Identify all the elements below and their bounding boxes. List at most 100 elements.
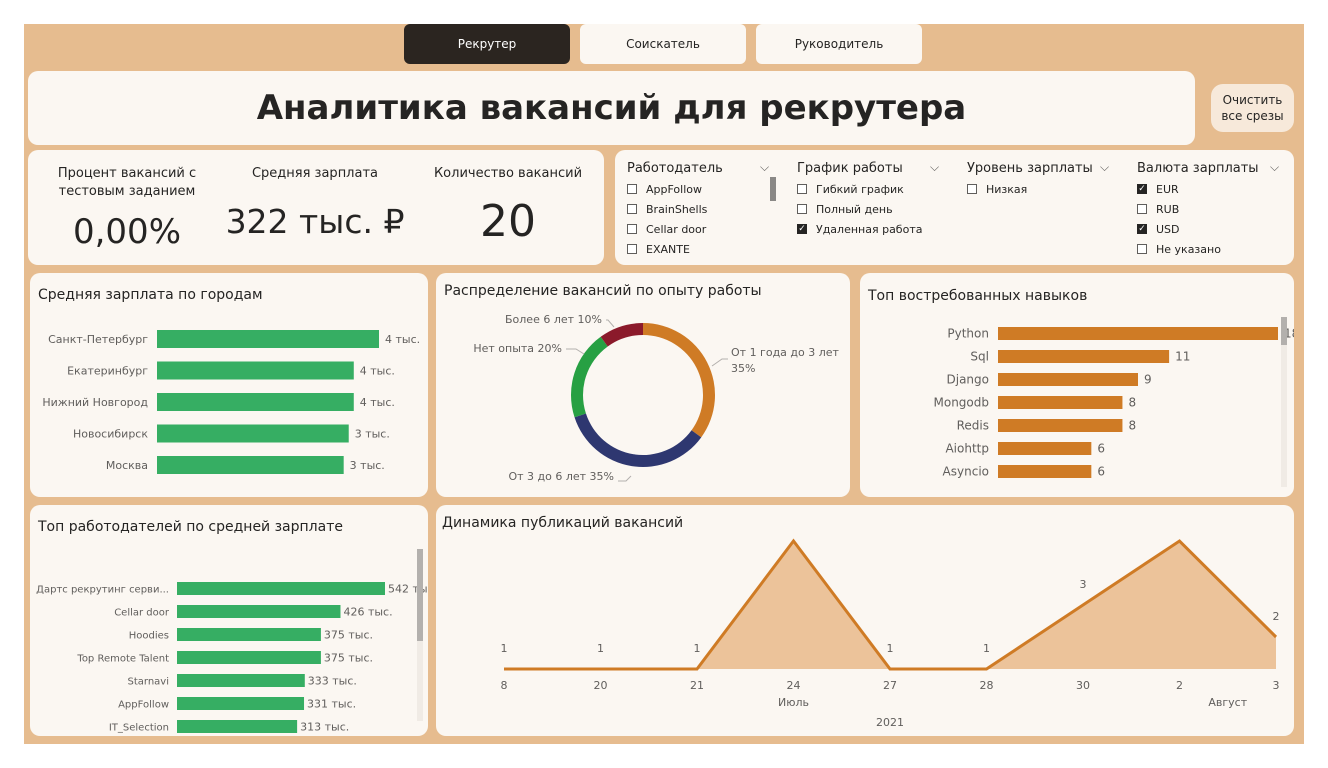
x-tick-label: 28 xyxy=(980,679,994,692)
data-label: 9 xyxy=(1144,373,1152,387)
bar[interactable] xyxy=(998,350,1170,363)
x-tick-label: 20 xyxy=(594,679,608,692)
bar[interactable] xyxy=(157,330,379,348)
clear-button-line1: Очистить xyxy=(1222,93,1283,107)
checkbox[interactable] xyxy=(627,204,637,214)
tab-recruiter[interactable]: Рекрутер xyxy=(404,24,570,64)
checkbox[interactable] xyxy=(627,184,637,194)
skills-scroll-thumb[interactable] xyxy=(1281,317,1287,345)
kpi-label-line: Количество вакансий xyxy=(433,166,583,181)
checkbox[interactable] xyxy=(627,244,637,254)
slicer-option[interactable]: EXANTE xyxy=(627,242,690,256)
checkbox[interactable] xyxy=(1137,244,1147,254)
check-icon[interactable]: ✓ xyxy=(797,223,807,234)
bar[interactable] xyxy=(998,465,1092,478)
bar[interactable] xyxy=(177,628,321,641)
checkbox[interactable] xyxy=(797,184,807,194)
category-label: Aiohttp xyxy=(945,442,989,456)
kpi-card: Процент вакансий с тестовым заданием 0,0… xyxy=(28,150,604,265)
dashboard-canvas: Рекрутер Соискатель Руководитель Аналити… xyxy=(24,24,1304,744)
category-label: Starnavi xyxy=(128,677,170,688)
data-label: 333 тыс. xyxy=(308,675,357,688)
clear-slicers-button[interactable]: Очистить все срезы xyxy=(1211,84,1294,132)
slicer-option[interactable]: AppFollow xyxy=(627,182,702,196)
donut-slice[interactable] xyxy=(574,413,702,468)
timeline-card: Динамика публикаций вакансий 1 1 1 1 1 3 2 8 20 2… xyxy=(436,505,1294,736)
chevron-down-icon[interactable]: ⌵ xyxy=(760,160,770,174)
chart-title: Динамика публикаций вакансий xyxy=(442,515,684,531)
bar[interactable] xyxy=(157,456,344,474)
chart-title: Топ востребованных навыков xyxy=(868,288,1088,304)
bar[interactable] xyxy=(998,396,1123,409)
slicer-option[interactable]: Гибкий график xyxy=(797,182,904,196)
bar[interactable] xyxy=(177,697,305,710)
slicer-option-label: USD xyxy=(1156,222,1180,236)
employer-slicer-scroll-thumb[interactable] xyxy=(770,177,776,201)
category-label: Sql xyxy=(970,350,989,364)
employers-scroll-thumb[interactable] xyxy=(417,549,423,641)
bar[interactable] xyxy=(157,361,354,380)
category-label: Нижний Новгород xyxy=(42,396,148,409)
checkbox[interactable] xyxy=(797,204,807,214)
bar[interactable] xyxy=(177,582,385,595)
skills-card: Топ востребованных навыков Python 18 Sql 11… xyxy=(860,273,1294,497)
slicer-option[interactable]: Полный день xyxy=(797,202,893,216)
bar[interactable] xyxy=(998,327,1278,340)
check-icon[interactable]: ✓ xyxy=(1137,223,1147,234)
slicer-option[interactable]: Не указано xyxy=(1137,242,1221,256)
tab-manager[interactable]: Руководитель xyxy=(756,24,922,64)
slicer-option[interactable]: ✓ EUR xyxy=(1137,182,1179,196)
slicer-option-label: RUB xyxy=(1156,202,1180,216)
donut-slice[interactable] xyxy=(571,336,608,418)
tab-label: Руководитель xyxy=(794,37,884,51)
x-tick-label: 21 xyxy=(690,679,704,692)
chevron-down-icon[interactable]: ⌵ xyxy=(1270,160,1280,174)
bar[interactable] xyxy=(157,393,354,411)
data-label: 4 тыс. xyxy=(360,365,395,378)
tab-label: Соискатель xyxy=(626,37,700,51)
slicer-option[interactable]: RUB xyxy=(1137,202,1179,216)
chevron-down-icon[interactable]: ⌵ xyxy=(930,160,940,174)
data-label: 331 тыс. xyxy=(307,698,356,711)
data-label: 18 xyxy=(1284,327,1294,341)
slice-label: От 3 до 6 лет 35% xyxy=(508,470,614,483)
data-label: 313 тыс. xyxy=(300,721,349,734)
slicer-option[interactable]: ✓ Удаленная работа xyxy=(797,222,922,236)
category-label: Москва xyxy=(106,459,148,472)
data-label: 375 тыс. xyxy=(324,652,373,665)
bar[interactable] xyxy=(998,373,1138,386)
checkbox[interactable] xyxy=(627,224,637,234)
slicer-option[interactable]: Низкая xyxy=(967,182,1027,196)
category-label: AppFollow xyxy=(118,700,169,711)
bar[interactable] xyxy=(998,442,1092,455)
check-icon[interactable]: ✓ xyxy=(1137,183,1147,194)
data-label: 4 тыс. xyxy=(385,333,420,346)
category-label: Дартс рекрутинг серви... xyxy=(36,585,169,596)
checkbox[interactable] xyxy=(967,184,977,194)
bar[interactable] xyxy=(177,651,321,664)
category-label: Django xyxy=(947,373,990,387)
slicer-option-label: Cellar door xyxy=(646,222,707,236)
slicer-option[interactable]: Cellar door xyxy=(627,222,706,236)
slicer-option-label: Низкая xyxy=(986,182,1028,196)
donut-slice[interactable] xyxy=(643,323,715,438)
data-label: 8 xyxy=(1128,419,1136,433)
chevron-down-icon[interactable]: ⌵ xyxy=(1100,160,1110,174)
donut-slice[interactable] xyxy=(600,323,643,347)
bar[interactable] xyxy=(177,605,341,618)
bar[interactable] xyxy=(177,720,298,733)
bar[interactable] xyxy=(998,419,1123,432)
bar[interactable] xyxy=(177,674,305,687)
x-tick-label: 2 xyxy=(1176,679,1183,692)
area-line[interactable] xyxy=(504,538,1278,671)
skills-scrollbar[interactable] xyxy=(1281,317,1287,487)
checkbox[interactable] xyxy=(1137,204,1147,214)
kpi-label-line: Процент вакансий с xyxy=(57,166,197,181)
slicer-option[interactable]: ✓ USD xyxy=(1137,222,1180,236)
tab-job-seeker[interactable]: Соискатель xyxy=(580,24,746,64)
slicer-option-label: AppFollow xyxy=(646,182,702,196)
point-label: 1 xyxy=(694,642,701,655)
year-label: 2021 xyxy=(876,716,904,729)
slicer-option[interactable]: BrainShells xyxy=(627,202,707,216)
bar[interactable] xyxy=(157,424,349,443)
